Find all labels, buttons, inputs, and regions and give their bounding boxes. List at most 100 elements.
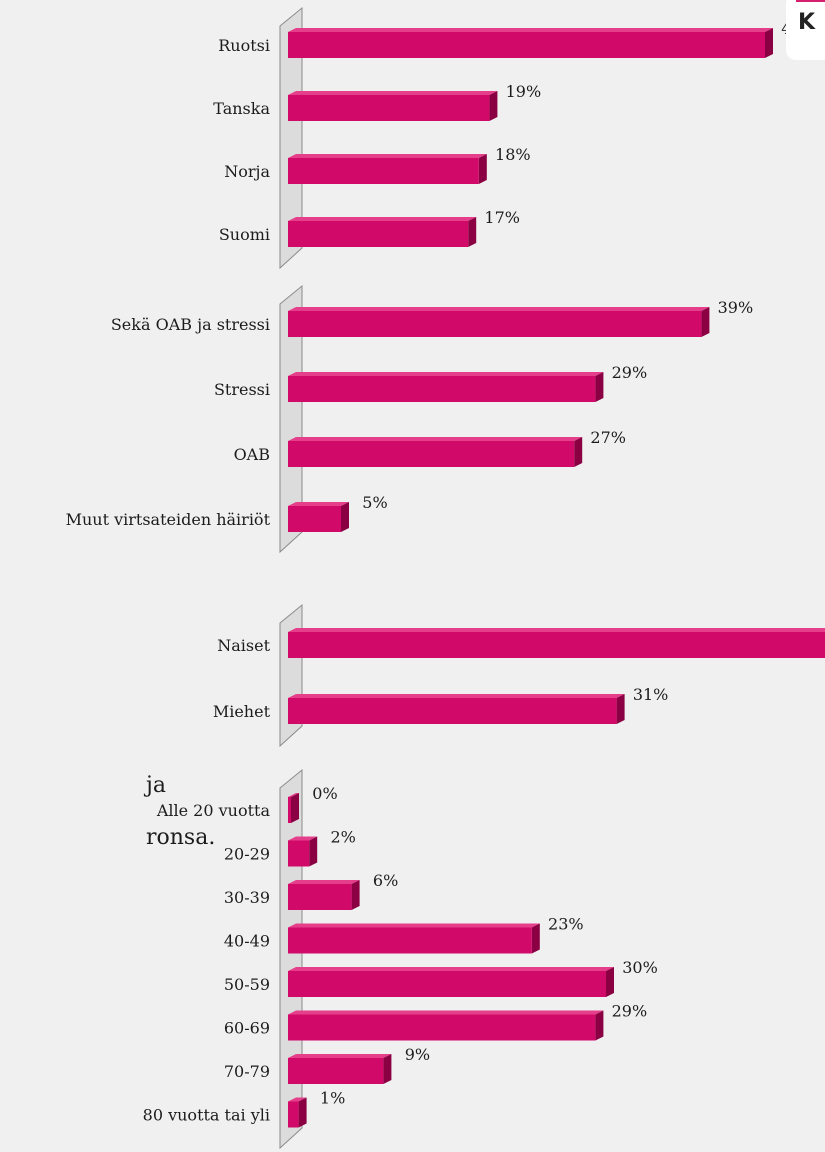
value-label: 29% — [612, 363, 648, 382]
value-label: 0% — [312, 784, 337, 803]
bar-side — [478, 154, 487, 184]
bar-70-79 — [288, 1058, 384, 1084]
category-label: Norja — [224, 162, 270, 181]
category-label: Suomi — [219, 225, 270, 244]
bar-top — [288, 967, 614, 971]
category-label: Stressi — [214, 380, 270, 399]
bar-side — [595, 372, 604, 402]
category-label: 30-39 — [224, 888, 270, 907]
bar-40-49 — [288, 927, 532, 954]
bar-side — [468, 217, 477, 247]
category-label: OAB — [234, 445, 270, 464]
bar-top — [288, 628, 825, 632]
bar-suomi — [288, 221, 469, 247]
bar-alle-20-vuotta — [288, 797, 291, 823]
bar-side — [383, 1054, 392, 1084]
category-label: Alle 20 vuotta — [156, 801, 271, 820]
bar-top — [288, 1097, 307, 1102]
value-label: 30% — [622, 958, 658, 977]
axis-wall — [279, 768, 303, 1150]
category-label: 80 vuotta tai yli — [143, 1106, 270, 1125]
brand-logo-icon: K — [798, 10, 816, 35]
bar-top — [288, 502, 349, 506]
bar-side — [309, 836, 318, 867]
bar-norja — [288, 158, 479, 184]
category-label: Muut virtsateiden häiriöt — [66, 510, 271, 529]
value-label: 29% — [612, 1002, 648, 1021]
value-label: 1% — [320, 1089, 345, 1108]
bar-top — [288, 217, 477, 221]
bar-side — [595, 1010, 604, 1041]
category-label: Miehet — [213, 702, 271, 721]
bar-20-29 — [288, 840, 310, 867]
side-text-1: ja — [146, 773, 166, 798]
category-label: Ruotsi — [218, 36, 270, 55]
bar-top — [288, 154, 487, 158]
bar-side — [616, 694, 625, 724]
value-label: 6% — [373, 871, 398, 890]
bar-side — [298, 1097, 307, 1128]
value-label: 39% — [718, 298, 754, 317]
bar-ruotsi — [288, 32, 765, 58]
bar-side — [606, 967, 614, 997]
value-label: 31% — [633, 685, 669, 704]
bar-side — [291, 793, 299, 823]
bar-60-69 — [288, 1014, 596, 1041]
logo-tab: K — [786, 0, 825, 60]
bar-top — [288, 1054, 392, 1058]
category-label: Tanska — [213, 99, 270, 118]
category-label: 70-79 — [224, 1062, 270, 1081]
bar-top — [288, 28, 773, 32]
value-label: 19% — [506, 82, 542, 101]
bar-top — [288, 694, 625, 698]
bar-side — [574, 437, 583, 467]
category-label: Naiset — [217, 636, 270, 655]
logo-accent-line — [796, 0, 825, 2]
bar-top — [288, 880, 360, 884]
bar-30-39 — [288, 884, 352, 910]
bar-naiset — [288, 632, 825, 658]
side-text-2: ronsa. — [146, 825, 216, 850]
bar-top — [288, 91, 498, 95]
bar-side — [765, 28, 773, 58]
bar-top — [288, 836, 318, 841]
bar-top — [288, 793, 299, 797]
bar-side — [341, 502, 349, 532]
bar-muut-virtsateiden-häiriöt — [288, 506, 341, 532]
bar-chart-4: Alle 20 vuotta 0% 20-29 2% 30-39 6% 40-49 23% 50… — [143, 768, 658, 1150]
bar-side — [351, 880, 360, 910]
bar-side — [701, 307, 710, 337]
category-label: 40-49 — [224, 932, 270, 951]
category-label: 50-59 — [224, 975, 270, 994]
bar-top — [288, 923, 540, 928]
category-label: Sekä OAB ja stressi — [111, 315, 270, 334]
bar-chart-2: Sekä OAB ja stressi 39% Stressi 29% OAB 27% Mu… — [66, 284, 754, 554]
value-label: 18% — [495, 145, 531, 164]
value-label: 2% — [331, 828, 356, 847]
bar-stressi — [288, 376, 596, 402]
value-label: 27% — [590, 428, 626, 447]
axis-wall — [279, 603, 303, 748]
bar-sekä-oab-ja-stressi — [288, 311, 702, 337]
value-label: 23% — [548, 915, 584, 934]
axis-wall — [279, 6, 303, 270]
bar-top — [288, 307, 710, 311]
bar-top — [288, 437, 583, 441]
category-label: 20-29 — [224, 845, 270, 864]
value-label: 17% — [484, 208, 520, 227]
bar-top — [288, 1010, 604, 1015]
value-label: 9% — [405, 1045, 430, 1064]
bar-tanska — [288, 95, 490, 121]
category-label: 60-69 — [224, 1019, 270, 1038]
bar-80-vuotta-tai-yli — [288, 1101, 299, 1128]
bar-top — [288, 372, 604, 376]
bar-50-59 — [288, 971, 606, 997]
bar-miehet — [288, 698, 617, 724]
bar-side — [489, 91, 498, 121]
value-label: 5% — [362, 493, 387, 512]
bar-side — [531, 923, 540, 954]
bar-oab — [288, 441, 575, 467]
